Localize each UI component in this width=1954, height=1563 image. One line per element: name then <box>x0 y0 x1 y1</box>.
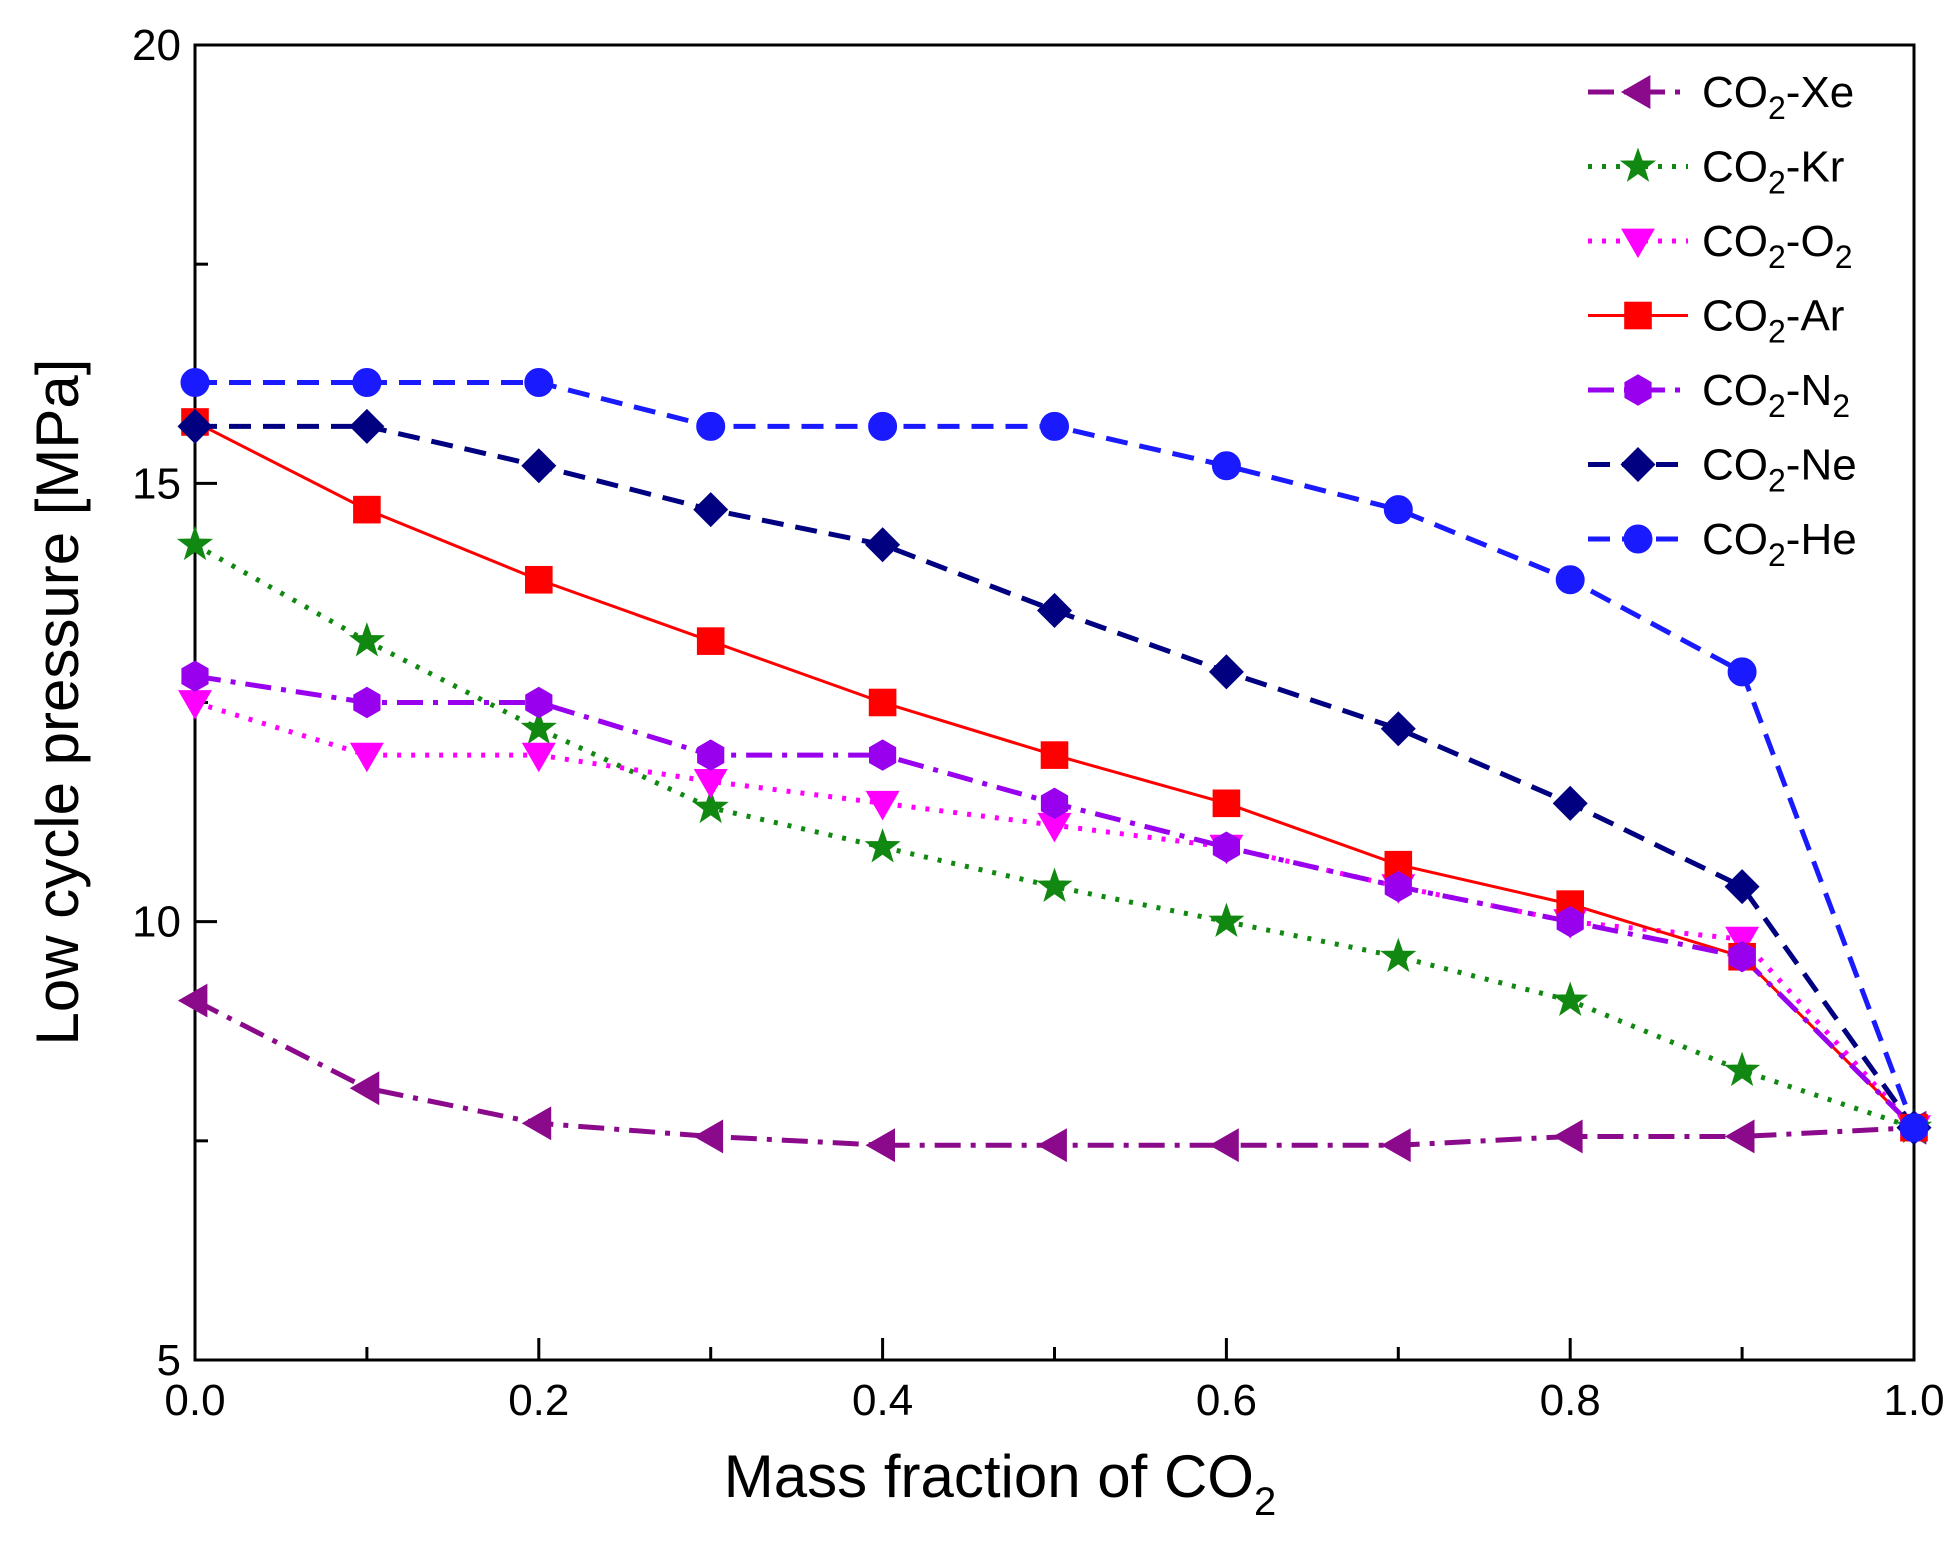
y-tick-label: 5 <box>157 1336 181 1385</box>
data-point-co2-he <box>524 368 554 398</box>
legend-label-co2-ar: CO2-Ar <box>1702 292 1844 350</box>
data-point-co2-kr <box>692 788 729 824</box>
data-point-co2-ar <box>696 627 725 655</box>
legend-label-co2-xe: CO2-Xe <box>1702 68 1854 126</box>
legend-label-co2-ne: CO2-Ne <box>1702 441 1857 499</box>
data-point-co2-ar <box>525 565 553 594</box>
data-point-co2-kr <box>348 622 385 657</box>
data-point-co2-ne <box>349 408 385 444</box>
data-point-co2-he <box>180 368 210 398</box>
data-point-co2-o2 <box>349 742 384 773</box>
data-point-co2-he <box>1727 657 1757 687</box>
data-point-co2-xe <box>521 1106 552 1141</box>
legend-marker-co2-he <box>1623 524 1653 554</box>
legend-marker-co2-n2 <box>1624 374 1652 406</box>
data-point-co2-kr <box>864 828 901 863</box>
data-point-co2-n2 <box>869 739 897 771</box>
data-point-co2-xe <box>1037 1128 1067 1163</box>
data-point-co2-xe <box>693 1119 724 1154</box>
data-point-co2-n2 <box>525 686 553 719</box>
data-point-co2-ne <box>865 527 901 563</box>
data-point-co2-n2 <box>1040 787 1069 820</box>
data-point-co2-he <box>1211 451 1241 481</box>
data-point-co2-xe <box>865 1128 895 1163</box>
data-point-co2-he <box>1555 565 1585 595</box>
data-point-co2-n2 <box>1556 905 1584 938</box>
data-point-co2-ne <box>1036 592 1073 628</box>
data-point-co2-xe <box>1553 1119 1583 1154</box>
data-point-co2-n2 <box>181 660 209 692</box>
data-point-co2-ar <box>1212 789 1241 818</box>
legend-marker-co2-o2 <box>1621 228 1655 259</box>
axis-ticks: 0.0 0.2 0.4 0.6 0.8 1.0 5 10 15 20 <box>132 21 1945 1425</box>
data-point-co2-kr <box>176 525 214 561</box>
data-point-co2-n2 <box>1384 870 1412 903</box>
data-point-co2-ne <box>177 408 213 444</box>
data-point-co2-xe <box>1381 1128 1411 1163</box>
data-point-co2-kr <box>1724 1051 1761 1087</box>
x-tick-label: 1.0 <box>1883 1376 1944 1425</box>
legend: CO2-Xe CO2-Kr CO2-O2 CO2-Ar CO2-N2 CO2-Ne CO2-… <box>1588 68 1857 573</box>
data-point-co2-xe <box>349 1071 380 1106</box>
data-point-co2-he <box>352 368 382 398</box>
x-tick-label: 0.0 <box>164 1376 225 1425</box>
data-point-co2-kr <box>1208 902 1245 938</box>
y-tick-label: 10 <box>132 898 181 947</box>
data-point-co2-kr <box>520 709 557 745</box>
data-point-co2-ne <box>1552 785 1588 821</box>
x-axis-title: Mass fraction of CO2 <box>724 1443 1276 1524</box>
legend-label-co2-n2: CO2-N2 <box>1702 366 1850 424</box>
data-point-co2-he <box>1383 495 1413 525</box>
data-point-co2-o2 <box>521 742 556 773</box>
data-point-co2-o2 <box>865 790 900 821</box>
data-point-co2-ne <box>693 492 729 528</box>
y-tick-label: 15 <box>132 459 181 508</box>
data-point-co2-he <box>696 411 726 441</box>
legend-label-co2-o2: CO2-O2 <box>1702 217 1852 275</box>
series-line-co2-ar <box>194 420 1916 1129</box>
data-point-co2-kr <box>1036 867 1073 902</box>
data-point-co2-kr <box>1380 937 1417 973</box>
data-point-co2-ne <box>1208 654 1244 690</box>
data-point-co2-xe <box>1209 1128 1239 1163</box>
legend-marker-co2-ar <box>1624 301 1652 330</box>
data-point-co2-n2 <box>697 739 725 771</box>
x-tick-label: 0.8 <box>1540 1376 1601 1425</box>
series-line-co2-xe <box>193 998 1915 1148</box>
legend-marker-co2-ne <box>1620 446 1656 483</box>
data-point-co2-ar <box>353 495 381 524</box>
legend-label-co2-kr: CO2-Kr <box>1702 143 1844 201</box>
data-point-co2-ar <box>868 688 897 717</box>
data-point-co2-he <box>868 411 898 441</box>
data-point-co2-n2 <box>1212 831 1240 863</box>
data-point-co2-kr <box>1552 981 1589 1016</box>
legend-marker-co2-xe <box>1620 75 1651 109</box>
data-point-co2-n2 <box>1728 941 1756 973</box>
data-point-co2-o2 <box>693 769 728 799</box>
data-point-co2-ne <box>1724 869 1760 905</box>
legend-marker-co2-kr <box>1619 147 1657 182</box>
data-point-co2-n2 <box>353 686 381 719</box>
x-tick-label: 0.2 <box>508 1376 569 1425</box>
data-point-co2-ar <box>1040 741 1069 769</box>
data-point-co2-ne <box>521 448 557 484</box>
x-tick-label: 0.6 <box>1196 1376 1257 1425</box>
series-line-co2-ne <box>195 423 1917 1130</box>
data-point-co2-xe <box>177 983 208 1018</box>
series-line-co2-o2 <box>194 700 1916 1130</box>
data-point-co2-ne <box>1380 711 1416 747</box>
legend-label-co2-he: CO2-He <box>1702 515 1857 573</box>
data-point-co2-he <box>1040 411 1069 441</box>
series-markers <box>176 368 1933 1163</box>
x-tick-label: 0.4 <box>852 1376 913 1425</box>
data-point-co2-xe <box>1724 1119 1755 1154</box>
y-tick-label: 20 <box>132 21 181 70</box>
data-point-co2-o2 <box>178 690 212 720</box>
y-axis-title: Low cycle pressure [MPa] <box>24 359 91 1046</box>
series-line-co2-kr <box>193 542 1915 1131</box>
data-point-co2-he <box>1899 1113 1929 1143</box>
